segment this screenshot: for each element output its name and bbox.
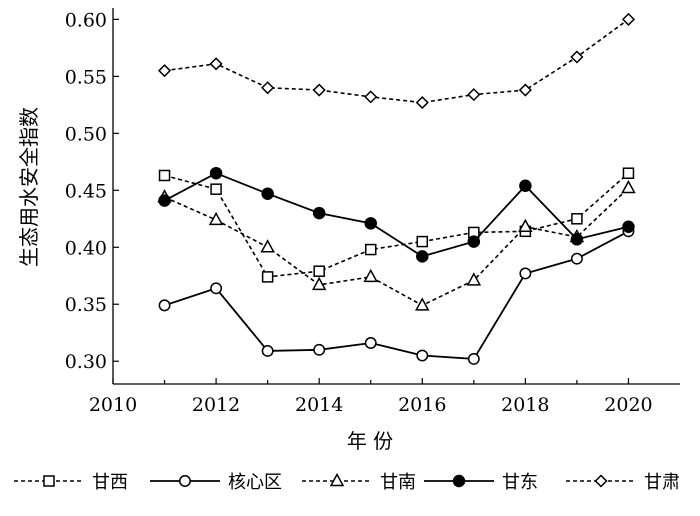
x-tick-label: 2020: [604, 394, 652, 416]
data-point: [313, 265, 325, 277]
legend-label: 甘南: [380, 472, 416, 493]
series-line: [164, 18, 629, 104]
legend-item: 甘东: [424, 472, 538, 493]
legend-marker: [179, 475, 191, 487]
y-tick-label: 0.30: [65, 351, 107, 373]
series-line: [164, 172, 629, 258]
data-point: [570, 252, 583, 265]
x-axis-title: 年 份: [347, 429, 393, 453]
legend: 甘西 核心区 甘南 甘东 甘肃: [14, 472, 680, 493]
data-point: [210, 282, 223, 295]
data-point: [210, 183, 222, 195]
data-point: [622, 167, 635, 179]
legend-item: 甘南: [302, 472, 416, 493]
data-point: [364, 243, 377, 256]
x-tick-label: 2014: [295, 394, 343, 416]
data-point: [571, 213, 583, 225]
series-line: [164, 172, 629, 278]
y-tick-label: 0.40: [65, 237, 107, 259]
data-point: [622, 220, 635, 234]
data-point: [261, 345, 274, 357]
legend-marker: [594, 474, 608, 488]
data-point: [519, 267, 532, 280]
x-tick-label: 2016: [398, 394, 446, 416]
x-tick-label: 2018: [501, 394, 549, 416]
data-point: [467, 88, 481, 102]
legend-item: 核心区: [150, 472, 282, 493]
data-point: [208, 211, 224, 226]
data-point: [364, 217, 377, 230]
y-tick-label: 0.50: [65, 123, 107, 145]
data-point: [415, 297, 430, 311]
legend-item: 甘西: [14, 472, 128, 493]
data-point: [518, 83, 532, 97]
x-tick-label: 2010: [89, 394, 137, 416]
data-point: [466, 272, 482, 286]
legend-marker: [452, 474, 466, 488]
series-line: [164, 230, 629, 360]
data-point: [416, 235, 429, 248]
legend-label: 甘西: [92, 472, 128, 493]
data-point: [261, 81, 275, 95]
legend-label: 甘东: [502, 472, 538, 493]
data-point: [364, 337, 377, 349]
data-point: [416, 349, 429, 362]
data-point: [570, 233, 584, 246]
data-point: [158, 299, 171, 312]
data-point: [621, 179, 636, 194]
data-point: [621, 12, 636, 26]
data-point: [261, 187, 274, 200]
legend-label: 甘肃: [644, 472, 680, 493]
data-point: [363, 268, 378, 283]
data-point: [570, 50, 584, 64]
legend-item: 甘肃: [566, 472, 680, 493]
data-point: [209, 166, 223, 180]
series-layer: [157, 12, 636, 365]
series-5: [157, 12, 636, 110]
data-point: [467, 235, 481, 248]
y-tick-label: 0.60: [65, 9, 107, 31]
y-tick-label: 0.35: [65, 294, 107, 316]
data-point: [261, 271, 274, 283]
legend-marker: [43, 475, 55, 487]
data-point: [157, 64, 172, 78]
data-point: [415, 96, 429, 110]
data-point: [312, 83, 326, 97]
series-2: [158, 225, 635, 365]
data-point: [158, 169, 171, 182]
data-point: [519, 179, 532, 192]
data-point: [416, 250, 429, 263]
y-axis-title: 生态用水安全指数: [17, 107, 41, 267]
x-tick-label: 2012: [192, 394, 240, 416]
data-point: [158, 194, 171, 207]
data-point: [364, 90, 378, 104]
y-tick-label: 0.45: [65, 180, 107, 202]
data-point: [518, 218, 533, 233]
legend-marker: [329, 472, 345, 487]
data-point: [313, 343, 326, 356]
axes: 0.30 0.35 0.40 0.45 0.50 0.55 0.60 2010 2012 2014…: [65, 8, 680, 416]
legend-label: 核心区: [228, 472, 282, 493]
data-point: [209, 57, 223, 71]
data-point: [260, 239, 275, 253]
data-point: [311, 276, 327, 291]
y-tick-label: 0.55: [65, 66, 107, 88]
data-point: [312, 206, 326, 220]
data-point: [467, 352, 480, 365]
series-line: [164, 187, 630, 307]
series-4: [158, 166, 635, 263]
